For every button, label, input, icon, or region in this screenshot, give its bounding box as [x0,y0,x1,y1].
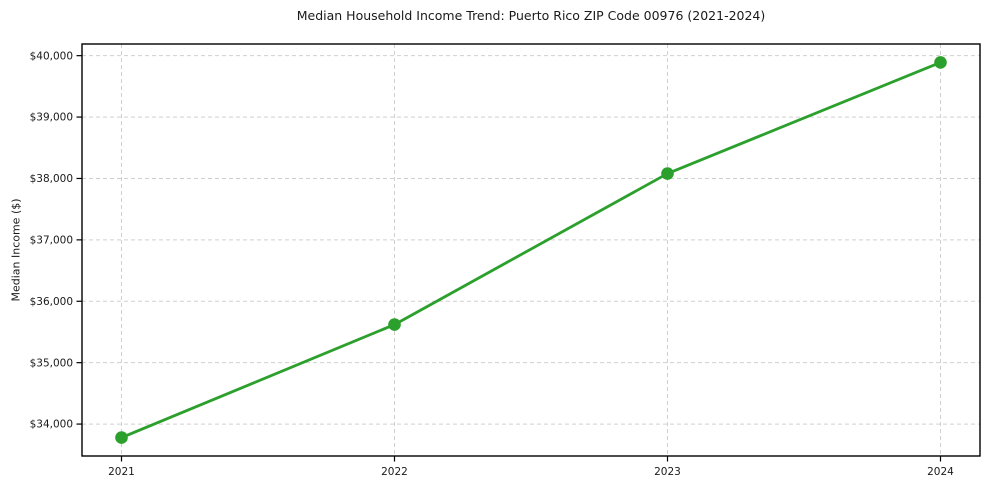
data-point-2021 [115,431,128,444]
y-tick-label: $34,000 [30,419,73,431]
x-tick-label: 2023 [654,466,681,478]
series-line-median-household-income [120,61,942,439]
x-tick-label: 2024 [927,466,954,478]
data-point-2024 [934,56,947,69]
y-tick-label: $35,000 [30,357,73,369]
tick-labels: $34,000 $35,000 $36,000 $37,000 $38,000 $39,0… [30,50,955,478]
y-tick-label: $40,000 [30,50,73,62]
y-axis-title: Median Income ($) [9,198,23,302]
x-tick-label: 2021 [108,466,135,478]
gridlines [82,44,980,456]
x-tick-label: 2022 [381,466,408,478]
data-point-2022 [388,318,401,331]
axis-ticks [76,55,942,462]
y-tick-label: $36,000 [30,296,73,308]
y-tick-label: $38,000 [30,173,73,185]
chart-title: Median Household Income Trend: Puerto Ri… [296,8,766,23]
data-point-2023 [661,167,674,180]
y-tick-label: $37,000 [30,234,73,246]
y-tick-label: $39,000 [30,112,73,124]
plot-frame [81,43,981,457]
